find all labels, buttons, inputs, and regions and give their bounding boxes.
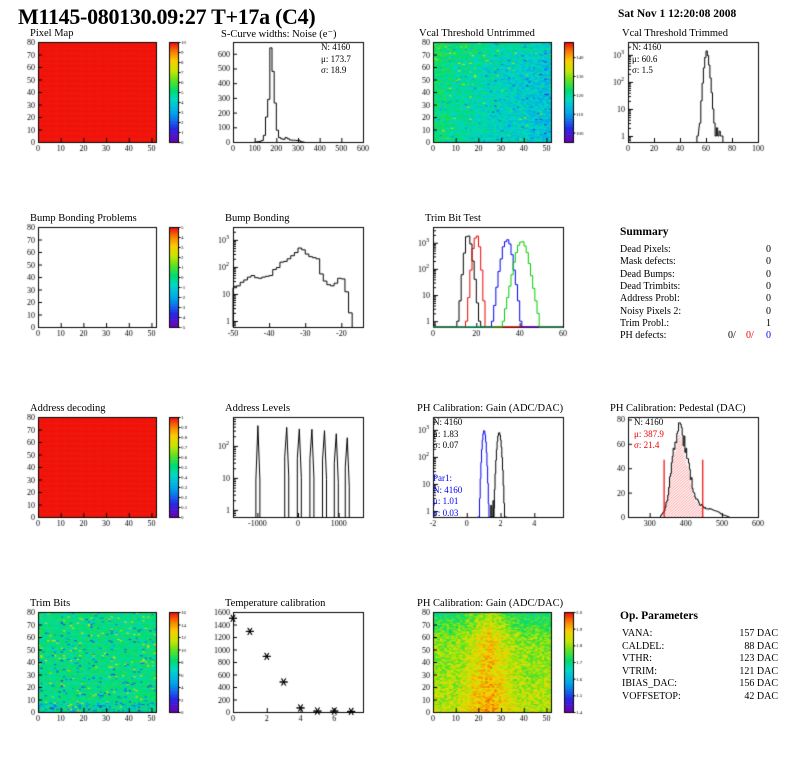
ph-defects-v1: 0/ [728,330,736,341]
stat-n: N: 4160 [433,417,463,427]
vcal-trimmed-stats: N: 4160 μ: 60.6 σ: 1.5 [632,42,661,77]
panel-address-decoding: Address decoding [8,403,198,543]
stat-sigma: σ: 1.5 [632,65,653,75]
ph-defects-row: PH defects: [620,330,666,341]
summary-row-label: Mask defects: [620,256,676,268]
temperature-plot [203,598,393,738]
op-parameter-label: VTRIM: [622,665,657,677]
bump-bonding-plot [203,213,393,353]
stat-sigma: σ: 18.9 [321,65,347,75]
op-parameter-value: 42 DAC [744,691,778,702]
op-parameter-label: VOFFSETOP: [622,691,681,702]
date-stamp: Sat Nov 1 12:20:08 2008 [618,8,737,20]
summary-row-label: Dead Pixels: [620,244,671,255]
panel-bump-bonding: Bump Bonding [203,213,393,353]
pixel-map-plot [8,28,198,168]
stat-mu: μ: 1.83 [433,428,459,439]
panel-ph-pedestal: PH Calibration: Pedestal (DAC) N: 4160 μ… [598,403,788,543]
trim-bits-plot [8,598,198,738]
page-title: M1145-080130.09:27 T+17a (C4) [18,4,316,29]
panel-trim-bits: Trim Bits [8,598,198,738]
op-parameter-value: 121 DAC [739,665,778,677]
ph-defects-v2: 0/ [746,330,754,341]
ph-pedestal-plot [598,403,788,543]
scurve-stats: N: 4160 μ: 173.7 σ: 18.9 [321,42,351,77]
stat-par1-label: Par1: [433,473,452,483]
panel-pixel-map: Pixel Map [8,28,198,168]
stat-sigma: σ: 0.07 [433,440,459,450]
panel-scurve: S-Curve widths: Noise (e⁻) N: 4160 μ: 17… [203,28,393,168]
ph-gain-hist-plot [403,403,593,543]
stat-par1-sigma: σ: 0.03 [433,507,459,518]
op-parameter-value: 157 DAC [739,628,778,639]
address-decoding-plot [8,403,198,543]
op-parameter-value: 123 DAC [739,653,778,665]
panel-bump-problems: Bump Bonding Problems [8,213,198,353]
ph-gain-par1-stats: Par1: N: 4160 μ: 1.01 σ: 0.03 [433,473,462,519]
stat-par1-mu: μ: 1.01 [433,496,459,506]
summary-heading: Summary [620,226,669,238]
stat-n: N: 4160 [632,42,662,52]
summary-row-value: 0 [766,268,771,280]
stat-par1-n: N: 4160 [433,484,463,495]
panel-vcal-trimmed: Vcal Threshold Trimmed N: 4160 μ: 60.6 σ… [598,28,788,168]
op-parameter-value: 88 DAC [744,640,778,652]
ph-pedestal-stats: N: 4160 μ: 387.9 σ: 21.4 [634,417,664,452]
panel-op-parameters: Op. Parameters VANA: 157 DAC CALDEL: 88 DAC… [598,598,788,738]
bump-problems-plot [8,213,198,353]
panel-ph-gain-map: PH Calibration: Gain (ADC/DAC) [403,598,593,738]
op-parameters-heading: Op. Parameters [620,610,698,622]
ph-defects-label: PH defects: [620,330,667,341]
summary-row-value: 0 [766,256,771,268]
stat-n: N: 4160 [321,42,351,52]
op-parameter-value: 156 DAC [739,678,778,690]
summary-row-label: Trim Probl.: [620,317,670,329]
summary-row-value: 0 [766,280,771,292]
summary-row-label: Dead Bumps: [620,268,675,280]
summary-row-value: 1 [766,317,771,329]
ph-gain-stats: N: 4160 μ: 1.83 σ: 0.07 [433,417,462,452]
stat-mu: μ: 60.6 [632,53,658,64]
panel-vcal-untrimmed: Vcal Threshold Untrimmed [403,28,593,168]
panel-temperature: Temperature calibration [203,598,393,738]
op-parameter-label: VTHR: [622,653,652,665]
summary-row-label: Dead Trimbits: [620,280,681,292]
vcal-trimmed-plot [598,28,788,168]
op-parameter-label: VANA: [622,628,653,639]
summary-row-value: 0 [766,244,771,255]
panel-address-levels: Address Levels [203,403,393,543]
stat-n: N: 4160 [634,417,664,427]
ph-gain-map-plot [403,598,593,738]
summary-row-value: 0 [766,293,771,305]
stat-mu: μ: 387.9 [634,428,664,439]
summary-row-value: 0 [766,305,771,317]
stat-sigma: σ: 21.4 [634,440,660,450]
panel-ph-gain-hist: PH Calibration: Gain (ADC/DAC) N: 4160 μ… [403,403,593,543]
stat-mu: μ: 173.7 [321,53,351,64]
op-parameter-label: CALDEL: [622,640,665,652]
trim-bit-test-plot [403,213,593,353]
address-levels-plot [203,403,393,543]
op-parameter-label: IBIAS_DAC: [622,678,678,690]
panel-summary: Summary Dead Pixels: 0 Mask defects: 0 Dead … [598,213,788,353]
summary-row-label: Address Probl: [620,293,680,305]
summary-row-label: Noisy Pixels 2: [620,305,682,317]
ph-defects-v3: 0 [766,330,771,341]
panel-trim-bit-test: Trim Bit Test [403,213,593,353]
vcal-untrimmed-plot [403,28,593,168]
scurve-plot [203,28,393,168]
